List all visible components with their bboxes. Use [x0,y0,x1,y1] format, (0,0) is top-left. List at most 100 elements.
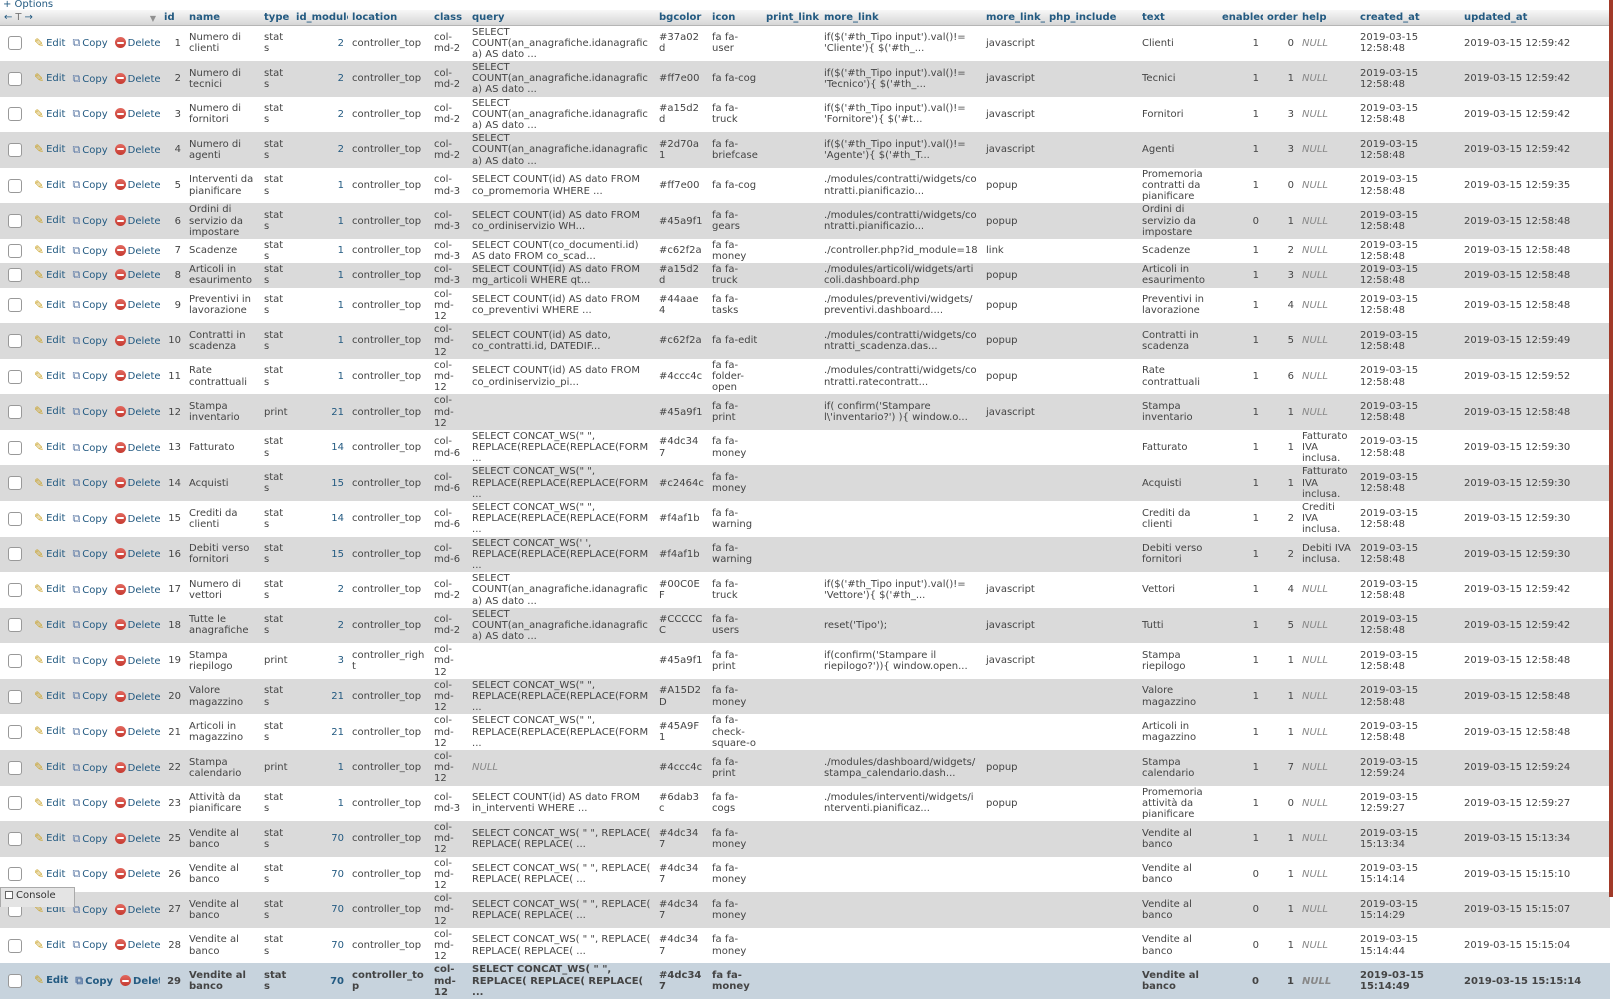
edit-row-link[interactable]: ✎ Edit [34,688,66,703]
copy-row-link[interactable]: ⧉ Copy [72,582,108,596]
row-checkbox[interactable] [8,511,22,526]
delete-row-link[interactable]: Delete [114,477,160,489]
edit-row-link[interactable]: ✎ Edit [34,142,66,157]
copy-row-link[interactable]: ⧉ Copy [72,867,108,881]
id-module-link[interactable]: 1 [337,797,345,809]
delete-row-link[interactable]: Delete [114,939,160,951]
row-checkbox[interactable] [8,71,22,86]
row-checkbox[interactable] [8,268,22,283]
row-checkbox[interactable] [8,476,22,491]
column-sort-link-icon[interactable]: icon [712,11,736,23]
delete-row-link[interactable]: Delete [114,370,160,382]
edit-row-link[interactable]: ✎ Edit [34,106,66,121]
delete-row-link[interactable]: Delete [114,619,160,631]
column-sort-link-order[interactable]: order [1267,11,1298,23]
copy-row-link[interactable]: ⧉ Copy [72,243,108,257]
id-module-link[interactable]: 70 [331,939,345,951]
copy-row-link[interactable]: ⧉ Copy [72,107,108,121]
delete-row-link[interactable]: Delete [114,726,160,738]
edit-row-link[interactable]: ✎ Edit [34,404,66,419]
row-checkbox[interactable] [8,214,22,229]
delete-row-link[interactable]: Delete [120,975,160,987]
delete-row-link[interactable]: Delete [114,179,160,191]
copy-row-link[interactable]: ⧉ Copy [72,476,108,490]
delete-row-link[interactable]: Delete [114,868,160,880]
delete-row-link[interactable]: Delete [114,108,160,120]
id-module-link[interactable]: 2 [337,144,345,156]
row-checkbox[interactable] [8,107,22,122]
row-checkbox[interactable] [8,36,22,51]
row-checkbox[interactable] [8,142,22,157]
row-checkbox[interactable] [8,618,22,633]
copy-row-link[interactable]: ⧉ Copy [72,71,108,85]
id-module-link[interactable]: 21 [331,726,345,738]
id-module-link[interactable]: 21 [331,406,345,418]
column-sort-link-php_include[interactable]: php_include [1049,11,1117,23]
id-module-link[interactable]: 1 [337,269,345,281]
edit-row-link[interactable]: ✎ Edit [34,267,66,282]
options-toggle-link[interactable]: + Options [3,0,54,10]
id-module-link[interactable]: 2 [337,108,345,120]
id-module-link[interactable]: 2 [337,37,345,49]
copy-row-link[interactable]: ⧉ Copy [72,213,108,227]
column-sort-link-more_link[interactable]: more_link [824,11,879,23]
delete-row-link[interactable]: Delete [114,654,160,667]
column-sort-link-class[interactable]: class [434,11,463,23]
delete-row-link[interactable]: Delete [114,299,160,311]
column-sort-link-type[interactable]: type [264,11,290,23]
row-checkbox[interactable] [8,178,22,193]
id-module-link[interactable]: 1 [337,215,345,227]
sort-triangle-icon[interactable]: ▼ [149,13,157,23]
copy-row-link[interactable]: ⧉ Copy [72,511,108,525]
edit-row-link[interactable]: ✎ Edit [34,653,66,668]
row-checkbox[interactable] [8,244,22,259]
id-module-link[interactable]: 70 [331,833,345,845]
delete-row-link[interactable]: Delete [114,441,160,454]
delete-row-link[interactable]: Delete [114,512,160,525]
edit-row-link[interactable]: ✎ Edit [34,724,66,739]
delete-row-link[interactable]: Delete [114,143,160,156]
column-sort-link-help[interactable]: help [1302,11,1327,23]
copy-row-link[interactable]: ⧉ Copy [72,689,108,703]
edit-row-link[interactable]: ✎ Edit [34,795,66,810]
copy-row-link[interactable]: ⧉ Copy [72,142,108,156]
row-checkbox[interactable] [8,582,22,597]
delete-row-link[interactable]: Delete [114,797,160,809]
delete-row-link[interactable]: Delete [114,72,160,85]
copy-row-link[interactable]: ⧉ Copy [72,653,108,667]
delete-row-link[interactable]: Delete [114,583,160,596]
edit-row-link[interactable]: ✎ Edit [34,243,66,258]
column-sort-link-print_link[interactable]: print_link [766,11,820,23]
row-checkbox[interactable] [8,831,22,846]
delete-row-link[interactable]: Delete [114,269,160,281]
id-module-link[interactable]: 70 [331,868,345,880]
column-sort-link-bgcolor[interactable]: bgcolor [659,11,702,23]
copy-row-link[interactable]: ⧉ Copy [72,268,108,282]
delete-row-link[interactable]: Delete [114,548,160,560]
row-checkbox[interactable] [8,867,22,882]
column-sort-link-more_link_type[interactable]: more_link_type [986,11,1046,23]
delete-row-link[interactable]: Delete [114,244,160,257]
copy-row-link[interactable]: ⧉ Copy [72,333,108,347]
copy-row-link[interactable]: ⧉ Copy [72,760,108,774]
row-checkbox[interactable] [8,333,22,348]
column-sort-link-query[interactable]: query [472,11,505,23]
delete-row-link[interactable]: Delete [114,903,160,916]
id-module-link[interactable]: 15 [331,477,345,489]
id-module-link[interactable]: 2 [337,73,345,85]
edit-row-link[interactable]: ✎ Edit [34,333,66,348]
id-module-link[interactable]: 2 [337,619,345,631]
id-module-link[interactable]: 1 [337,299,345,311]
copy-row-link[interactable]: ⧉ Copy [72,36,108,50]
edit-row-link[interactable]: ✎ Edit [34,546,66,561]
row-checkbox[interactable] [8,974,22,989]
row-checkbox[interactable] [8,689,22,704]
id-module-link[interactable]: 2 [337,584,345,596]
row-checkbox[interactable] [8,938,22,953]
row-checkbox[interactable] [8,298,22,313]
column-sort-link-id_module[interactable]: id_module [296,11,349,23]
edit-row-link[interactable]: ✎ Edit [34,177,66,192]
delete-row-link[interactable]: Delete [114,37,160,49]
copy-row-link[interactable]: ⧉ Copy [72,178,108,192]
row-checkbox[interactable] [8,725,22,740]
